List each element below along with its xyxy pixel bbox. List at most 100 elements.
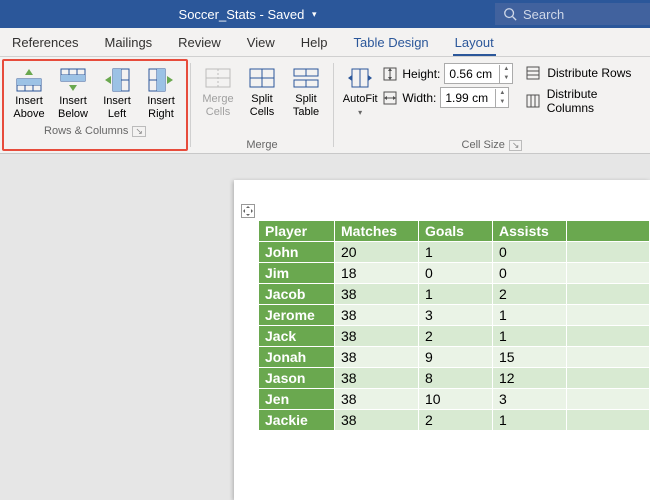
split-table-button[interactable]: Split Table — [285, 61, 327, 121]
insert-right-button[interactable]: Insert Right — [140, 63, 182, 123]
table-row[interactable]: Jack3821 — [259, 326, 650, 347]
tab-references[interactable]: References — [10, 30, 80, 56]
data-cell[interactable]: 1 — [419, 242, 493, 263]
data-cell[interactable]: 1 — [493, 410, 567, 431]
cell-size-launcher-icon[interactable]: ↘ — [509, 140, 523, 151]
table-header[interactable]: Goals — [419, 221, 493, 242]
table-row[interactable]: Jerome3831 — [259, 305, 650, 326]
data-cell[interactable]: 0 — [493, 263, 567, 284]
distribute-columns-button[interactable]: Distribute Columns — [525, 87, 644, 115]
data-cell[interactable]: 12 — [493, 368, 567, 389]
tab-view[interactable]: View — [245, 30, 277, 56]
height-icon — [382, 66, 398, 82]
spin-down-icon[interactable]: ▼ — [496, 98, 508, 107]
data-cell[interactable]: 38 — [335, 368, 419, 389]
tab-layout[interactable]: Layout — [453, 30, 496, 56]
data-cell[interactable]: 15 — [493, 347, 567, 368]
spin-down-icon[interactable]: ▼ — [500, 74, 512, 83]
search-placeholder: Search — [523, 7, 564, 22]
width-row: Width: 1.99 cm ▲▼ — [382, 87, 513, 108]
data-cell[interactable]: 38 — [335, 410, 419, 431]
title-dropdown-icon[interactable]: ▾ — [312, 9, 317, 19]
data-cell[interactable]: 8 — [419, 368, 493, 389]
data-cell[interactable]: 2 — [419, 326, 493, 347]
page: PlayerMatchesGoalsAssists John2010Jim180… — [234, 180, 650, 500]
rows-cols-launcher-icon[interactable]: ↘ — [132, 126, 146, 137]
data-cell[interactable]: 9 — [419, 347, 493, 368]
save-status: Saved — [267, 7, 304, 22]
table-row[interactable]: Jackie3821 — [259, 410, 650, 431]
cell-size-label: Cell Size ↘ — [340, 137, 644, 151]
player-cell[interactable]: Jack — [259, 326, 335, 347]
split-cells-button[interactable]: Split Cells — [241, 61, 283, 121]
data-cell[interactable]: 1 — [493, 305, 567, 326]
table-row[interactable]: Jen38103 — [259, 389, 650, 410]
player-cell[interactable]: Jerome — [259, 305, 335, 326]
data-cell[interactable]: 2 — [493, 284, 567, 305]
data-cell[interactable]: 18 — [335, 263, 419, 284]
table-row[interactable]: Jonah38915 — [259, 347, 650, 368]
insert-left-button[interactable]: Insert Left — [96, 63, 138, 123]
document-area: PlayerMatchesGoalsAssists John2010Jim180… — [0, 154, 650, 500]
tab-table-design[interactable]: Table Design — [352, 30, 431, 56]
chevron-down-icon: ▾ — [358, 106, 362, 119]
distribute-rows-button[interactable]: Distribute Rows — [525, 65, 644, 81]
data-cell[interactable]: 2 — [419, 410, 493, 431]
player-cell[interactable]: Jim — [259, 263, 335, 284]
player-cell[interactable]: Jason — [259, 368, 335, 389]
table-row[interactable]: Jim1800 — [259, 263, 650, 284]
data-cell[interactable]: 3 — [419, 305, 493, 326]
table-row[interactable]: John2010 — [259, 242, 650, 263]
data-cell[interactable]: 20 — [335, 242, 419, 263]
player-cell[interactable]: John — [259, 242, 335, 263]
insert-left-icon — [103, 65, 131, 95]
data-cell[interactable]: 0 — [419, 263, 493, 284]
data-cell[interactable]: 1 — [493, 326, 567, 347]
split-table-icon — [292, 63, 320, 93]
tab-mailings[interactable]: Mailings — [102, 30, 154, 56]
document-title: Soccer_Stats - Saved ▾ — [0, 6, 495, 22]
search-icon — [503, 7, 517, 21]
table-move-handle-icon[interactable] — [241, 204, 255, 218]
merge-cells-button: Merge Cells — [197, 61, 239, 121]
insert-above-button[interactable]: Insert Above — [8, 63, 50, 123]
rows-columns-highlight: Insert Above Insert Below Insert Left In… — [2, 59, 188, 151]
data-cell[interactable]: 38 — [335, 284, 419, 305]
group-cell-size: AutoFit ▾ Height: 0.56 cm ▲▼ Width: 1.99 — [334, 57, 650, 153]
player-cell[interactable]: Jen — [259, 389, 335, 410]
spin-up-icon[interactable]: ▲ — [496, 89, 508, 98]
data-cell[interactable]: 10 — [419, 389, 493, 410]
table-row[interactable]: Jacob3812 — [259, 284, 650, 305]
insert-above-icon — [15, 65, 43, 95]
autofit-button[interactable]: AutoFit ▾ — [340, 61, 380, 121]
table-header[interactable]: Matches — [335, 221, 419, 242]
player-cell[interactable]: Jacob — [259, 284, 335, 305]
data-cell[interactable]: 0 — [493, 242, 567, 263]
table-header[interactable]: Player — [259, 221, 335, 242]
spin-up-icon[interactable]: ▲ — [500, 65, 512, 74]
data-cell[interactable]: 1 — [419, 284, 493, 305]
table-header[interactable]: Assists — [493, 221, 567, 242]
group-merge: Merge Cells Split Cells Split Table Merg… — [191, 57, 333, 153]
height-label: Height: — [402, 67, 440, 81]
data-cell[interactable]: 38 — [335, 347, 419, 368]
tab-help[interactable]: Help — [299, 30, 330, 56]
merge-cells-icon — [204, 63, 232, 93]
table-row[interactable]: Jason38812 — [259, 368, 650, 389]
width-input[interactable]: 1.99 cm ▲▼ — [440, 87, 509, 108]
data-cell[interactable]: 38 — [335, 305, 419, 326]
height-input[interactable]: 0.56 cm ▲▼ — [444, 63, 513, 84]
data-cell[interactable]: 38 — [335, 389, 419, 410]
soccer-stats-table[interactable]: PlayerMatchesGoalsAssists John2010Jim180… — [258, 220, 650, 431]
player-cell[interactable]: Jonah — [259, 347, 335, 368]
distribute-cols-icon — [525, 93, 540, 109]
insert-below-button[interactable]: Insert Below — [52, 63, 94, 123]
autofit-icon — [346, 63, 374, 93]
search-box[interactable]: Search — [495, 3, 650, 25]
data-cell[interactable]: 38 — [335, 326, 419, 347]
height-row: Height: 0.56 cm ▲▼ — [382, 63, 513, 84]
title-bar: Soccer_Stats - Saved ▾ Search — [0, 0, 650, 28]
tab-review[interactable]: Review — [176, 30, 223, 56]
player-cell[interactable]: Jackie — [259, 410, 335, 431]
data-cell[interactable]: 3 — [493, 389, 567, 410]
